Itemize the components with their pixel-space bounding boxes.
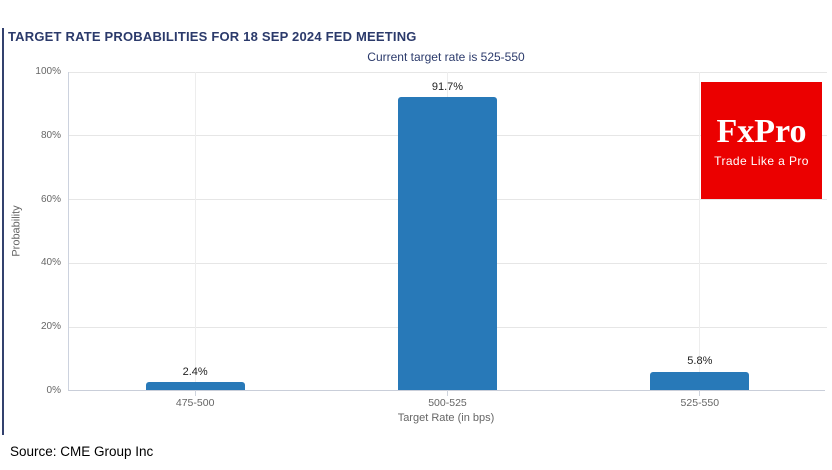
- y-tick-label: 20%: [40, 321, 61, 333]
- category-label: 525-550: [680, 397, 720, 409]
- chart-title: TARGET RATE PROBABILITIES FOR 18 SEP 202…: [8, 29, 417, 44]
- value-label: 5.8%: [687, 355, 713, 368]
- value-label: 91.7%: [431, 81, 464, 94]
- fxpro-logo: FxPro Trade Like a Pro: [701, 82, 822, 199]
- gridline-v: [194, 72, 196, 390]
- y-tick-label: 60%: [40, 193, 61, 205]
- y-tick-label: 100%: [35, 66, 61, 77]
- gridline-v: [699, 72, 701, 390]
- bar: [398, 97, 497, 390]
- chart-subtitle: Current target rate is 525-550: [367, 50, 525, 64]
- y-tick-label: 40%: [40, 257, 61, 269]
- x-tick-mark: [447, 390, 448, 396]
- y-axis-title-wrap: Probability: [0, 72, 34, 390]
- bar: [650, 371, 750, 390]
- fxpro-tagline: Trade Like a Pro: [714, 153, 809, 168]
- fxpro-wordmark: FxPro: [716, 112, 807, 150]
- gridline-100: [69, 71, 827, 73]
- category-label: 475-500: [175, 397, 215, 409]
- bar: [145, 382, 245, 390]
- source-note: Source: CME Group Inc: [10, 444, 154, 459]
- x-tick-mark: [194, 390, 196, 396]
- accent-border: [2, 28, 4, 435]
- x-axis-title: Target Rate (in bps): [397, 412, 495, 424]
- y-axis-title: Probability: [11, 205, 24, 257]
- plot-area: 0% 20% 40% 60% 80% 100% 2.4% 475-500 91.7% 500-52…: [35, 66, 827, 409]
- y-tick-label: 0%: [46, 385, 61, 396]
- y-tick-label: 80%: [40, 129, 61, 141]
- value-label: 2.4%: [182, 366, 208, 379]
- category-label: 500-525: [428, 397, 467, 409]
- x-tick-mark: [699, 390, 701, 396]
